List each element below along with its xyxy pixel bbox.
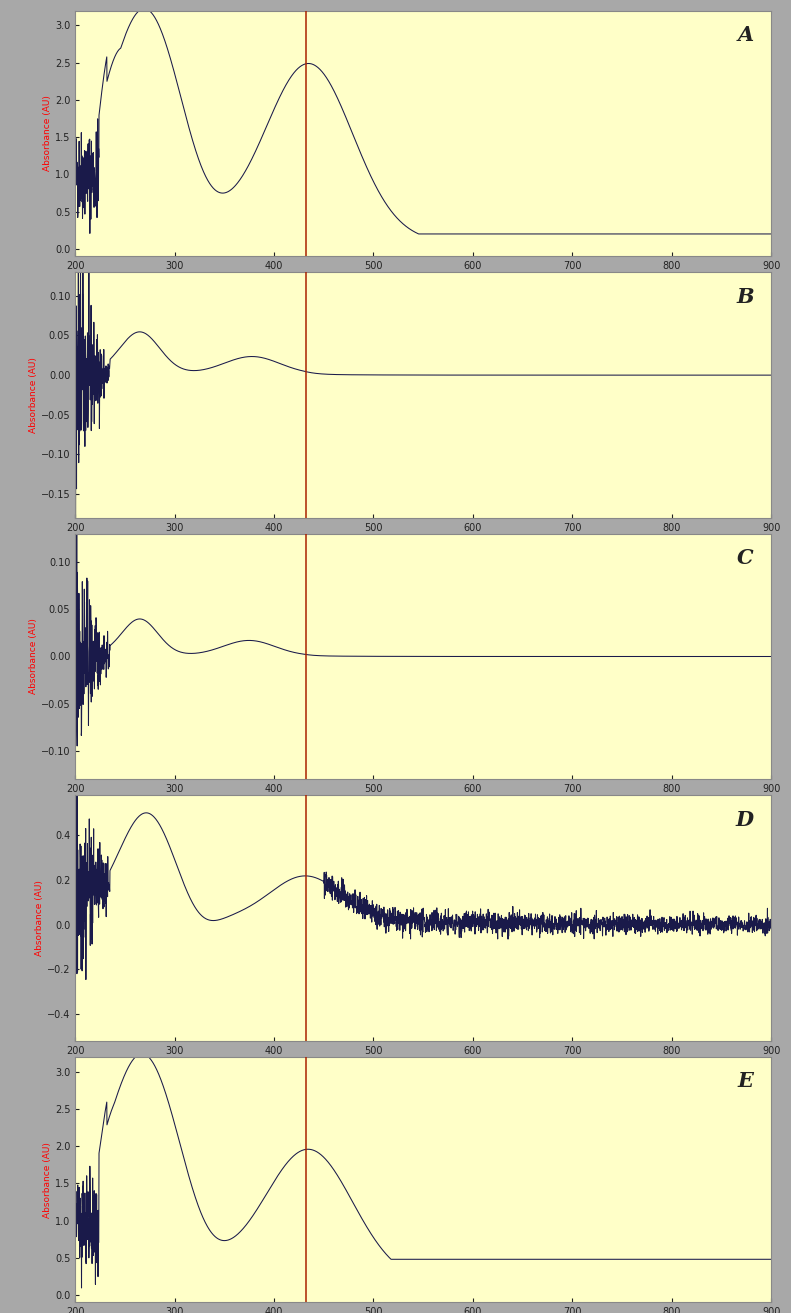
Y-axis label: Absorbance (AU): Absorbance (AU): [43, 1142, 52, 1217]
Y-axis label: Absorbance (AU): Absorbance (AU): [29, 357, 38, 433]
Text: D: D: [736, 810, 754, 830]
Text: B: B: [736, 286, 754, 307]
Y-axis label: Absorbance (AU): Absorbance (AU): [29, 618, 38, 695]
Text: A: A: [737, 25, 754, 45]
Text: C: C: [737, 549, 754, 569]
Y-axis label: Absorbance (AU): Absorbance (AU): [35, 880, 44, 956]
Text: E: E: [738, 1071, 754, 1091]
Y-axis label: Absorbance (AU): Absorbance (AU): [43, 96, 52, 171]
